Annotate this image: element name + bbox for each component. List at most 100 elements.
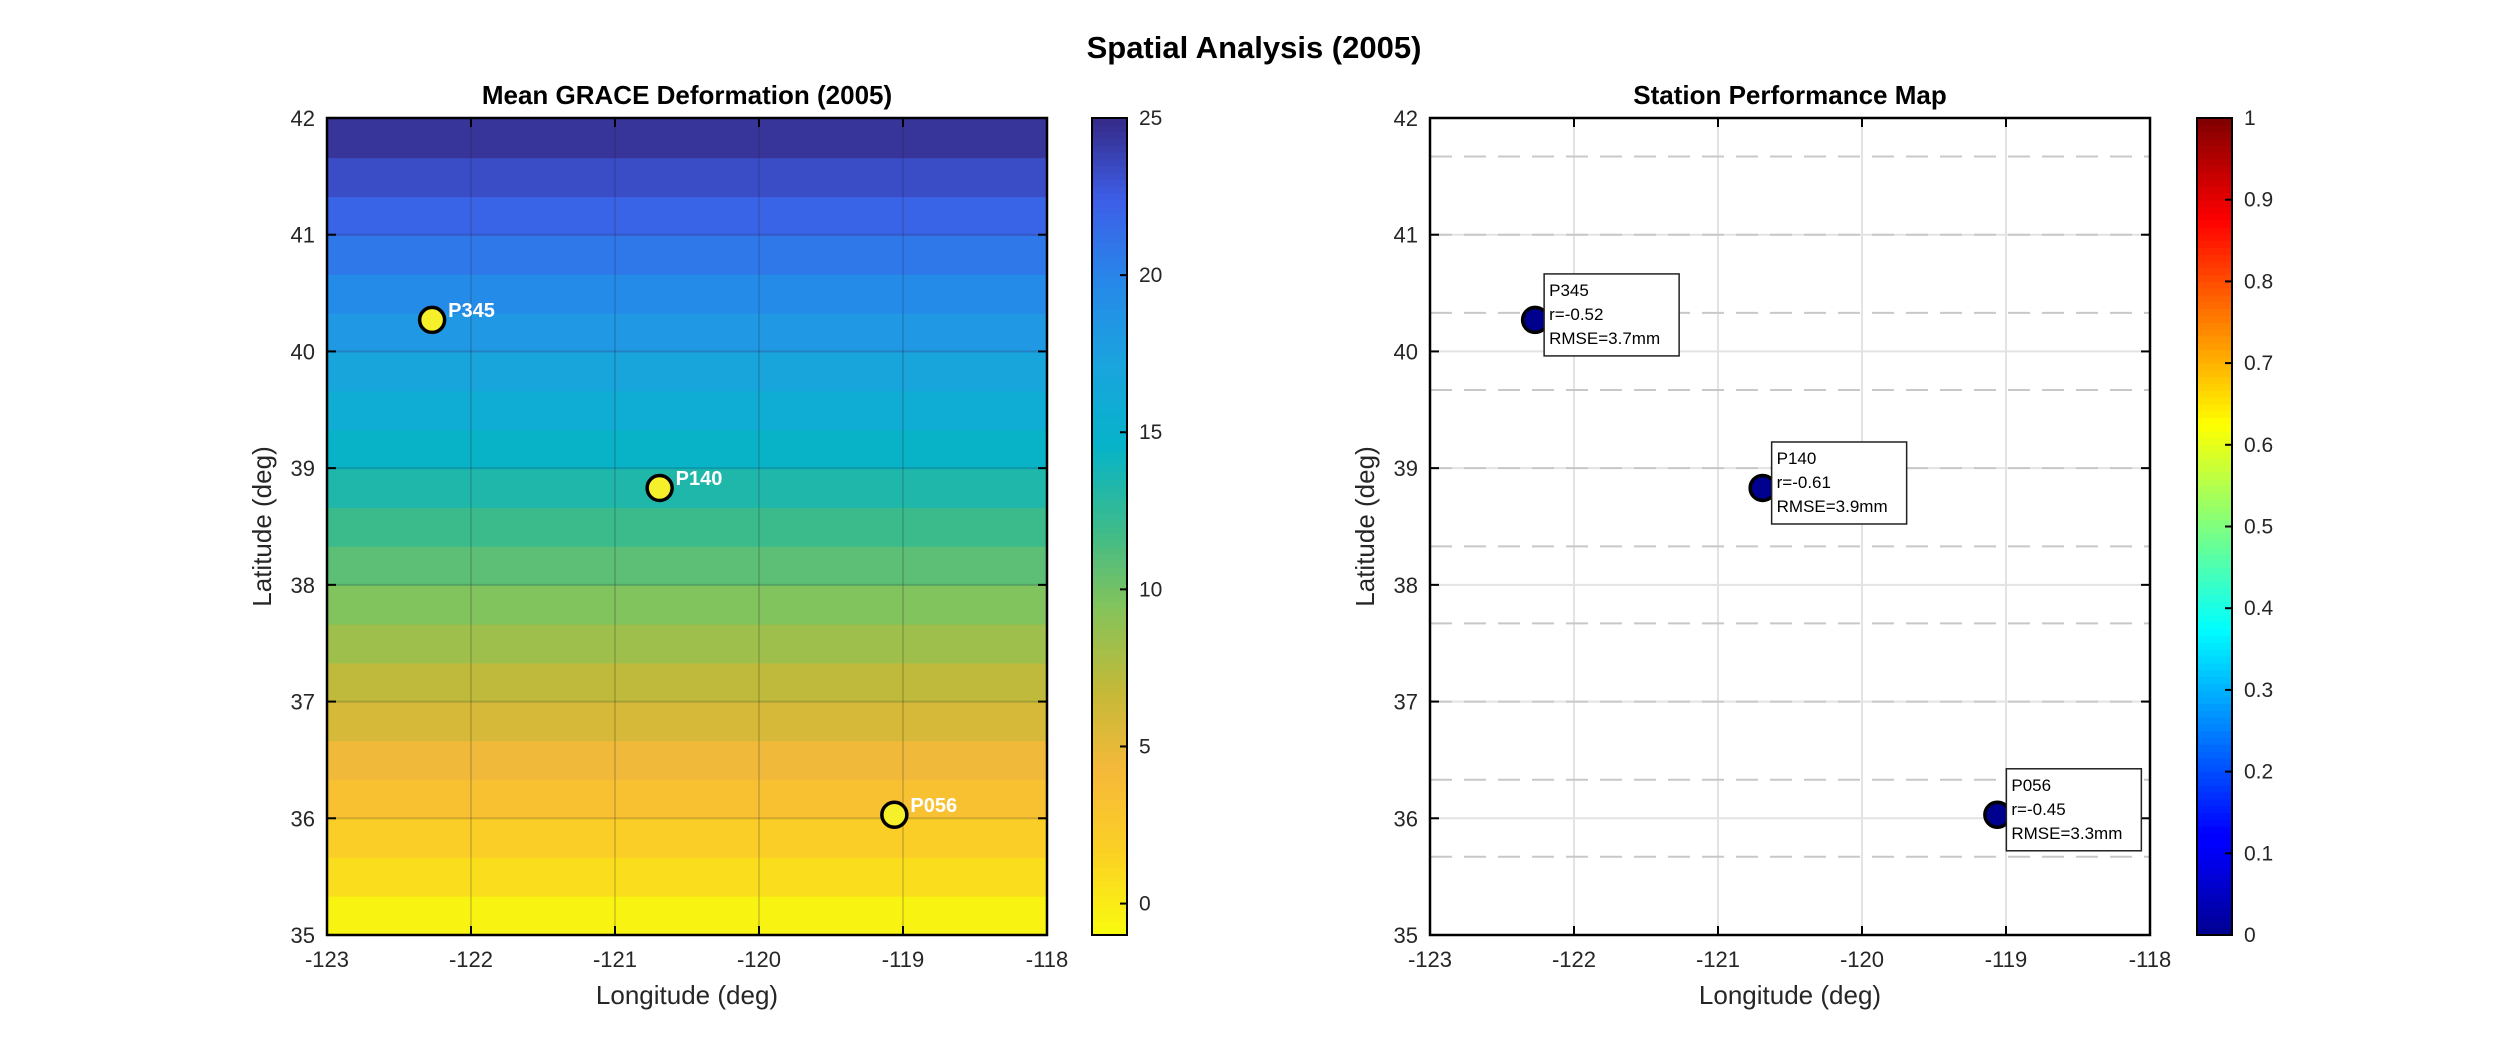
y-tick-label: 36 bbox=[291, 806, 315, 831]
colorbar-segment bbox=[1092, 355, 1127, 364]
station-annotation-r: r=-0.61 bbox=[1777, 473, 1831, 492]
colorbar-segment bbox=[1092, 178, 1127, 187]
y-axis-label: Latitude (deg) bbox=[247, 446, 277, 606]
y-tick-label: 35 bbox=[291, 923, 315, 948]
colorbar-segment bbox=[1092, 233, 1127, 242]
station-label: P140 bbox=[676, 468, 723, 490]
station-annotation-name: P140 bbox=[1777, 449, 1817, 468]
colorbar-segment bbox=[2197, 689, 2232, 698]
colorbar-segment bbox=[1092, 914, 1127, 922]
field-band bbox=[327, 856, 1047, 897]
colorbar-segment bbox=[1092, 791, 1127, 800]
colorbar-segment bbox=[2197, 716, 2232, 725]
colorbar-segment bbox=[2197, 600, 2232, 609]
y-tick-label: 39 bbox=[1394, 456, 1418, 481]
colorbar-segment bbox=[2197, 342, 2232, 350]
colorbar-segment bbox=[1092, 641, 1127, 650]
field-band bbox=[327, 234, 1047, 275]
colorbar-tick-label: 0.9 bbox=[2244, 189, 2273, 212]
field-band bbox=[327, 662, 1047, 703]
colorbar-segment bbox=[2197, 845, 2232, 854]
x-axis-label: Longitude (deg) bbox=[596, 980, 778, 1010]
field-band bbox=[327, 468, 1047, 508]
colorbar-segment bbox=[1092, 444, 1127, 453]
colorbar-segment bbox=[1092, 866, 1127, 875]
colorbar-segment bbox=[2197, 668, 2232, 677]
colorbar-segment bbox=[1092, 471, 1127, 480]
colorbar-segment bbox=[2197, 117, 2232, 126]
station-performance-panel: -123 -122 -121 -120 -119 -118 35 36 37 38 39 40 41 42… bbox=[1350, 80, 2171, 1010]
colorbar-segment bbox=[2197, 866, 2232, 875]
colorbar-segment bbox=[1092, 383, 1127, 391]
y-tick-label: 41 bbox=[1394, 223, 1418, 248]
colorbar-segment bbox=[1092, 301, 1127, 310]
station-annotation-name: P345 bbox=[1549, 281, 1589, 300]
colorbar-segment bbox=[1092, 859, 1127, 868]
colorbar-segment bbox=[2197, 498, 2232, 507]
x-tick-label: -123 bbox=[305, 947, 349, 972]
colorbar-segment bbox=[2197, 539, 2232, 548]
colorbar-tick-label: 0.6 bbox=[2244, 434, 2273, 457]
colorbar-segment bbox=[2197, 376, 2232, 385]
colorbar-segment bbox=[1092, 743, 1127, 752]
field-band bbox=[327, 584, 1047, 625]
colorbar-segment bbox=[1092, 573, 1127, 582]
colorbar-segment bbox=[1092, 839, 1127, 847]
field-band bbox=[327, 545, 1047, 586]
colorbar-segment bbox=[1092, 348, 1127, 357]
colorbar-segment bbox=[2197, 362, 2232, 371]
field-band bbox=[327, 895, 1047, 936]
colorbar-segment bbox=[1092, 805, 1127, 813]
colorbar-segment bbox=[1092, 485, 1127, 493]
colorbar-segment bbox=[2197, 430, 2232, 439]
colorbar-segment bbox=[2197, 137, 2232, 146]
colorbar-tick-label: 0.8 bbox=[2244, 270, 2273, 293]
x-tick-label: -122 bbox=[449, 947, 493, 972]
axes-title: Station Performance Map bbox=[1633, 80, 1947, 110]
colorbar-segment bbox=[1092, 818, 1127, 827]
y-tick-label: 41 bbox=[291, 223, 315, 248]
colorbar-segment bbox=[1092, 362, 1127, 371]
colorbar-segment bbox=[1092, 764, 1127, 773]
station-annotation-rmse: RMSE=3.7mm bbox=[1549, 329, 1660, 348]
colorbar-segment bbox=[1092, 505, 1127, 514]
colorbar-segment bbox=[2197, 246, 2232, 255]
colorbar-segment bbox=[1092, 117, 1127, 126]
colorbar-segment bbox=[2197, 158, 2232, 167]
colorbar-segment bbox=[1092, 771, 1127, 779]
colorbar-segment bbox=[2197, 512, 2232, 521]
colorbar-segment bbox=[2197, 301, 2232, 310]
y-tick-label: 39 bbox=[291, 456, 315, 481]
colorbar-segment bbox=[1092, 675, 1127, 684]
colorbar-segment bbox=[1092, 553, 1127, 562]
colorbar-segment bbox=[2197, 798, 2232, 807]
colorbar-segment bbox=[2197, 709, 2232, 718]
x-tick-label: -120 bbox=[737, 947, 781, 972]
colorbar-segment bbox=[1092, 668, 1127, 677]
station-annotation-name: P056 bbox=[2011, 776, 2051, 795]
colorbar-segment bbox=[1092, 757, 1127, 766]
colorbar-segment bbox=[1092, 219, 1127, 228]
field-band bbox=[327, 701, 1047, 742]
colorbar-segment bbox=[2197, 560, 2232, 568]
colorbar-segment bbox=[2197, 464, 2232, 473]
field-band bbox=[327, 157, 1047, 198]
colorbar-segment bbox=[2197, 634, 2232, 643]
colorbar-segment bbox=[2197, 403, 2232, 412]
station-label: P345 bbox=[448, 300, 495, 322]
colorbar-segment bbox=[2197, 682, 2232, 691]
field-band bbox=[327, 312, 1047, 353]
station-annotation-r: r=-0.45 bbox=[2011, 800, 2065, 819]
colorbar-segment bbox=[2197, 641, 2232, 650]
colorbar-segment bbox=[1092, 335, 1127, 344]
colorbar-segment bbox=[2197, 451, 2232, 459]
colorbar-segment bbox=[1092, 498, 1127, 507]
colorbar-segment bbox=[2197, 199, 2232, 208]
colorbar-segment bbox=[2197, 920, 2232, 929]
colorbar-segment bbox=[2197, 648, 2232, 657]
colorbar-segment bbox=[2197, 423, 2232, 432]
colorbar-segment bbox=[2197, 233, 2232, 242]
station-annotation-r: r=-0.52 bbox=[1549, 305, 1603, 324]
colorbar-segment bbox=[2197, 594, 2232, 602]
x-tick-label: -121 bbox=[593, 947, 637, 972]
